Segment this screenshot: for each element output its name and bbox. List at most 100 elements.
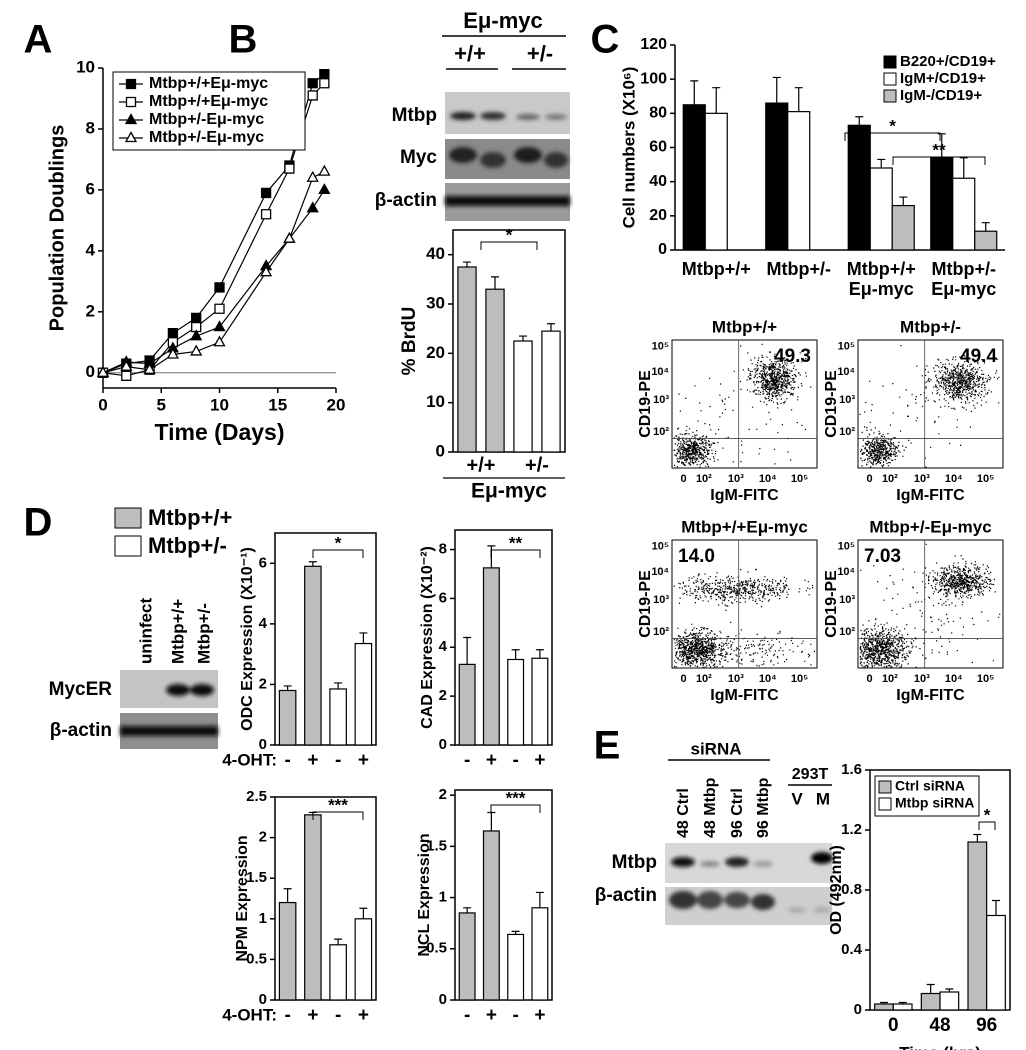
panel-label: A: [24, 18, 53, 62]
error-bar: [712, 87, 721, 114]
x-prefix: 4-OHT:: [222, 1005, 277, 1024]
flow-title: Mtbp+/-: [900, 317, 961, 336]
flow-y-tick: 10⁵: [652, 540, 669, 552]
flow-dots: [673, 343, 812, 468]
error-bar: [959, 157, 968, 179]
y-tick-label: 1: [439, 889, 447, 906]
flow-x-tick: 10⁵: [791, 673, 808, 685]
marker: [307, 78, 318, 89]
x-tick-label: -: [284, 750, 290, 771]
legend-swatch: [883, 55, 897, 69]
error-bar: [973, 833, 982, 842]
x-tick-label: Mtbp+/+: [682, 259, 751, 279]
blot-header: 293T: [792, 766, 829, 783]
y-axis-label: % BrdU: [399, 307, 420, 376]
bar: [892, 1003, 913, 1011]
y-tick-label: 0: [86, 362, 95, 381]
flow-x-tick: 0: [867, 673, 873, 685]
x-tick-label: +: [534, 1005, 545, 1026]
blot-lane: +/-: [527, 41, 553, 66]
legend-box: [112, 71, 306, 151]
flow-x-tick: 0: [681, 473, 687, 485]
x-tick-label: -: [335, 750, 341, 771]
legend-label: Ctrl siRNA: [895, 778, 965, 794]
flow-y-tick: 10³: [653, 394, 669, 406]
y-tick-label: 2: [259, 829, 267, 846]
error-bar: [992, 899, 1000, 916]
significance-label: *: [506, 225, 513, 244]
y-axis-label: ODC Expression (X10⁻¹): [239, 547, 256, 731]
significance-bracket: [312, 811, 364, 820]
blot-row: Myc: [400, 147, 437, 168]
marker: [121, 370, 132, 381]
error-bar: [981, 222, 990, 232]
significance-label: *: [984, 805, 991, 824]
blot-row: β-actin: [50, 720, 112, 741]
significance-label: **: [932, 140, 946, 159]
blot-bands: [449, 147, 568, 168]
flow-x-tick: 10⁵: [977, 673, 994, 685]
legend-swatch: [878, 780, 892, 794]
blot-lane: +/+: [454, 41, 486, 66]
x-tick-label: -: [335, 1005, 341, 1026]
flow-y-tick: 10²: [839, 426, 855, 438]
bar: [952, 177, 976, 251]
plot-frame: [454, 529, 553, 746]
error-bar: [519, 335, 527, 341]
x-tick-sublabel: Eμ-myc: [849, 279, 914, 299]
bar: [847, 124, 871, 251]
y-tick-label: 10: [76, 57, 95, 76]
x-tick-label: +: [486, 1005, 497, 1026]
legend-label: Mtbp+/-Eμ-myc: [149, 129, 264, 146]
legend-label: Mtbp+/-Eμ-myc: [149, 111, 264, 128]
flow-y-tick: 10²: [653, 626, 669, 638]
flow-y-tick: 10³: [653, 594, 669, 606]
y-tick-label: 80: [649, 105, 667, 122]
flow-x-tick: 10²: [882, 673, 898, 685]
y-tick-label: 4: [439, 638, 448, 655]
x-tick-label: -: [284, 1005, 290, 1026]
y-tick-label: 40: [426, 244, 445, 263]
marker: [191, 312, 202, 324]
bar: [354, 918, 373, 1001]
x-tick-label: 0: [888, 1015, 899, 1036]
x-tick-label: +: [358, 1005, 369, 1026]
legend-label: Mtbp+/+Eμ-myc: [149, 75, 268, 92]
x-axis-label: Time (Days): [155, 419, 285, 445]
y-tick-label: 60: [649, 139, 667, 156]
plot-frame: [274, 532, 377, 746]
plot-frame: [452, 229, 566, 453]
flow-y-tick: 10⁵: [838, 540, 855, 552]
bar: [974, 230, 998, 251]
blot-row: MycER: [49, 679, 113, 700]
flow-y-label: CD19-PE: [823, 370, 840, 438]
y-axis-label: OD (492nm): [828, 845, 845, 935]
bar: [304, 565, 322, 746]
flow-x-tick: 10²: [696, 473, 712, 485]
marker: [283, 231, 296, 243]
y-axis-label: NPM Expression: [234, 835, 251, 961]
y-tick-label: 0: [439, 736, 447, 753]
bar: [874, 1003, 894, 1011]
y-tick-label: 20: [426, 343, 445, 362]
blot-band: [445, 196, 570, 206]
flow-y-label: CD19-PE: [637, 570, 654, 638]
y-tick-label: 10: [426, 392, 445, 411]
significance-bracket: [978, 821, 996, 830]
flow-x-tick: 10²: [882, 473, 898, 485]
x-tick-label: Mtbp+/-: [932, 259, 997, 279]
error-bar: [359, 632, 368, 644]
y-tick-label: 6: [259, 554, 267, 571]
legend-swatch: [883, 72, 897, 86]
flow-y-tick: 10⁴: [837, 566, 855, 578]
blot-row: Mtbp: [612, 852, 657, 873]
y-tick-label: 6: [86, 179, 95, 198]
error-bar: [463, 907, 472, 913]
blot-header: siRNA: [690, 739, 741, 758]
blot-bands: [166, 684, 214, 696]
y-tick-label: 0: [259, 736, 267, 753]
flow-y-tick: 10⁴: [651, 566, 669, 578]
y-tick-label: 0.8: [841, 881, 862, 898]
flow-x-tick: 10⁴: [945, 673, 963, 685]
